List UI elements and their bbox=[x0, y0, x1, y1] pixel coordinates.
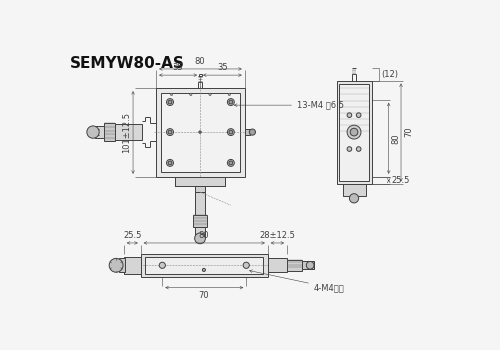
Text: 70: 70 bbox=[198, 291, 209, 300]
Circle shape bbox=[228, 93, 230, 96]
Circle shape bbox=[229, 161, 233, 165]
Bar bbox=[302, 261, 314, 269]
Circle shape bbox=[166, 129, 173, 135]
Text: (12): (12) bbox=[381, 70, 398, 79]
Bar bbox=[244, 129, 250, 135]
Circle shape bbox=[228, 129, 234, 135]
Circle shape bbox=[209, 93, 211, 96]
Bar bbox=[104, 123, 116, 141]
Bar bbox=[176, 177, 226, 186]
Text: 35: 35 bbox=[217, 63, 228, 72]
Bar bbox=[287, 260, 302, 271]
Circle shape bbox=[356, 147, 361, 151]
Text: SEMYW80-AS: SEMYW80-AS bbox=[70, 56, 185, 71]
Bar bbox=[340, 84, 370, 181]
Text: 70: 70 bbox=[404, 127, 413, 138]
Text: 101±12.5: 101±12.5 bbox=[122, 112, 130, 153]
Circle shape bbox=[166, 99, 173, 106]
Bar bbox=[94, 126, 104, 138]
Circle shape bbox=[87, 126, 99, 138]
Bar bbox=[116, 124, 142, 140]
Bar bbox=[124, 257, 141, 274]
Circle shape bbox=[347, 113, 352, 118]
Bar bbox=[146, 257, 263, 274]
Bar bbox=[156, 88, 244, 177]
Text: 80: 80 bbox=[392, 133, 401, 144]
Circle shape bbox=[194, 233, 205, 244]
Circle shape bbox=[166, 159, 173, 166]
Bar bbox=[193, 215, 207, 227]
Text: 80: 80 bbox=[194, 57, 205, 66]
Circle shape bbox=[350, 194, 358, 203]
Circle shape bbox=[109, 258, 123, 272]
Circle shape bbox=[243, 262, 250, 268]
Circle shape bbox=[202, 268, 205, 272]
Text: 25.5: 25.5 bbox=[392, 176, 410, 185]
Bar bbox=[119, 258, 126, 272]
Circle shape bbox=[228, 99, 234, 106]
Circle shape bbox=[250, 129, 256, 135]
Bar bbox=[268, 258, 287, 272]
Bar bbox=[196, 186, 204, 192]
Bar bbox=[194, 192, 205, 215]
Circle shape bbox=[229, 100, 233, 104]
Circle shape bbox=[199, 131, 201, 133]
Text: 28±12.5: 28±12.5 bbox=[259, 231, 295, 240]
Circle shape bbox=[168, 161, 172, 165]
Bar bbox=[344, 184, 365, 196]
Circle shape bbox=[306, 261, 314, 269]
Circle shape bbox=[190, 93, 192, 96]
Circle shape bbox=[350, 128, 358, 136]
Circle shape bbox=[347, 125, 361, 139]
Text: 25.5: 25.5 bbox=[123, 231, 142, 240]
Circle shape bbox=[229, 130, 233, 134]
Text: 13-M4 深6.5: 13-M4 深6.5 bbox=[234, 101, 344, 110]
Bar bbox=[161, 93, 240, 172]
Circle shape bbox=[347, 147, 352, 151]
Bar bbox=[141, 254, 268, 277]
Circle shape bbox=[168, 100, 172, 104]
Circle shape bbox=[168, 130, 172, 134]
Text: 4-M4沉孔: 4-M4沉孔 bbox=[250, 270, 345, 292]
Circle shape bbox=[356, 113, 361, 118]
Circle shape bbox=[228, 159, 234, 166]
Bar bbox=[194, 227, 205, 236]
Text: 35: 35 bbox=[172, 63, 183, 72]
Text: 80: 80 bbox=[198, 231, 209, 240]
Bar bbox=[337, 80, 372, 184]
Circle shape bbox=[159, 262, 166, 268]
Circle shape bbox=[170, 93, 172, 96]
